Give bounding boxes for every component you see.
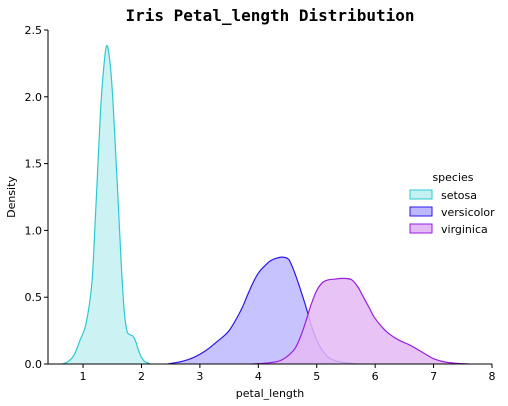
legend-swatch-setosa [409,189,433,200]
x-tick-label: 6 [372,370,379,383]
legend-label-versicolor: versicolor [441,206,495,219]
y-tick-label: 1.0 [25,224,43,237]
legend-title: species [432,171,473,184]
legend-label-setosa: setosa [441,189,477,202]
x-tick-label: 4 [255,370,262,383]
series-layer [62,44,469,365]
y-tick-label: 2.0 [25,91,43,104]
x-tick-label: 2 [138,370,145,383]
legend: species setosa versicolor virginica [409,171,495,236]
y-tick-label: 1.5 [25,158,43,171]
x-tick-label: 8 [489,370,496,383]
legend-label-virginica: virginica [441,223,488,236]
y-axis-label: Density [5,176,18,218]
x-tick-label: 3 [196,370,203,383]
legend-swatch-virginica [409,223,433,234]
series-area-virginica [252,278,469,364]
x-tick-label: 5 [313,370,320,383]
legend-entries: setosa versicolor virginica [409,189,495,236]
series-line-setosa [62,44,151,365]
series-line-virginica [252,277,469,365]
legend-swatch-versicolor [409,206,433,217]
x-ticks: 1 2 3 4 5 6 7 8 [80,364,496,383]
x-axis-label: petal_length [236,387,304,400]
x-tick-label: 1 [80,370,87,383]
x-tick-label: 7 [430,370,437,383]
y-tick-label: 2.5 [25,24,43,37]
chart-title: Iris Petal_length Distribution [126,6,415,25]
y-tick-label: 0.5 [25,291,43,304]
y-tick-label: 0.0 [25,358,43,371]
series-area-setosa [62,45,151,364]
y-ticks: 0.0 0.5 1.0 1.5 2.0 2.5 [25,24,48,371]
